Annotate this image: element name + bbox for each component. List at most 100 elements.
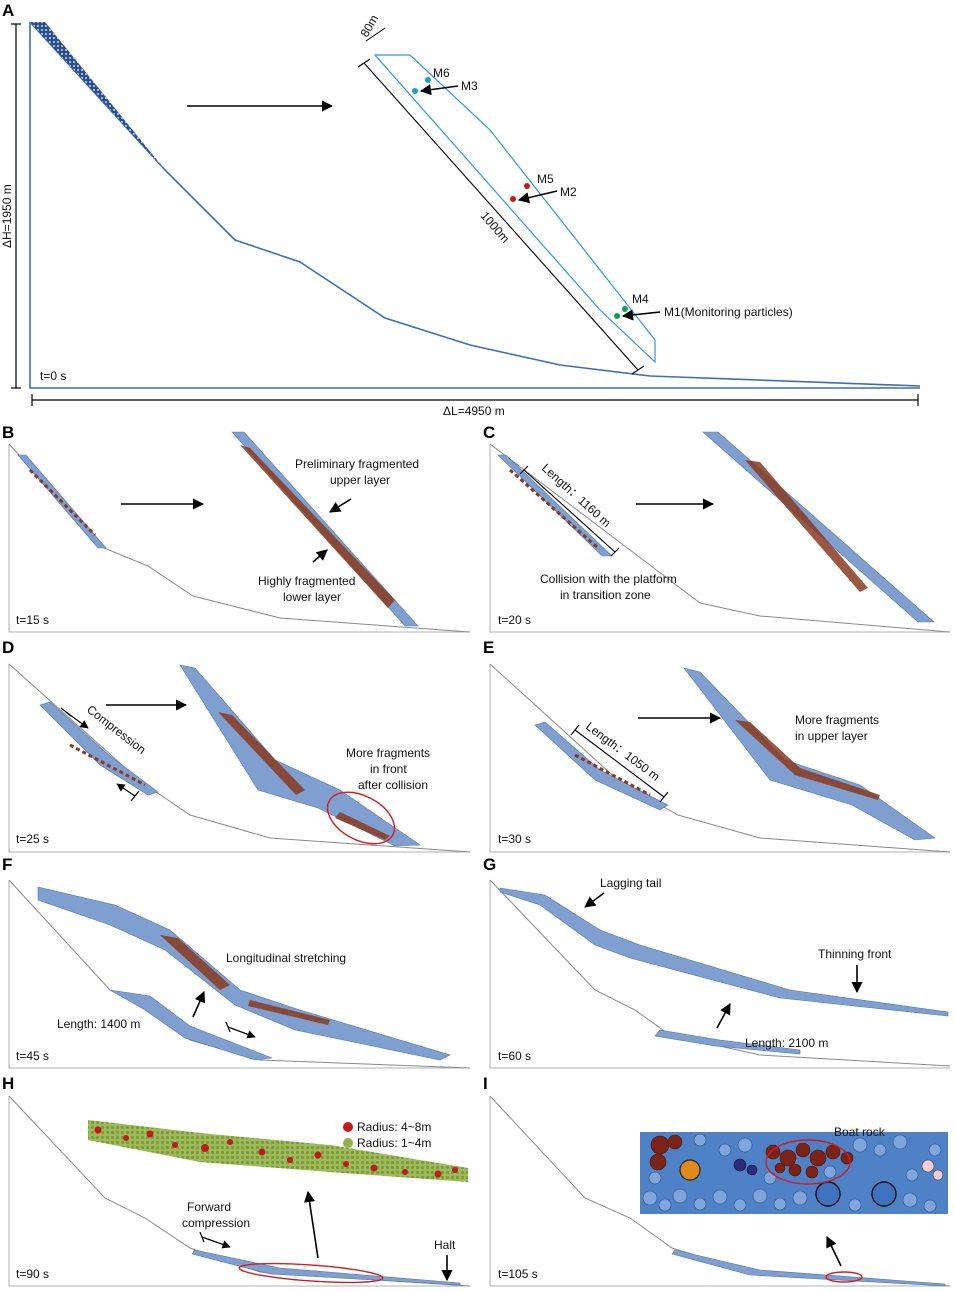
panel-a: A ΔH=1950 m ΔL=4950 m t=0 s 80m 1000m bbox=[0, 1, 921, 418]
boat-rock-cluster bbox=[649, 1134, 854, 1179]
panel-h: H Radius: 4~8m Radius: 1~4m Forward comp… bbox=[2, 1074, 471, 1287]
marker-m1 bbox=[614, 313, 620, 319]
label-m6: M6 bbox=[433, 66, 450, 80]
large-particles bbox=[94, 1126, 458, 1178]
time-label-d: t=25 s bbox=[16, 832, 49, 846]
upper-layer-label-2: upper layer bbox=[330, 473, 390, 487]
boat-rock-highlight bbox=[765, 1139, 851, 1185]
length-dim-e bbox=[574, 729, 665, 798]
landslide-mass-initial bbox=[30, 22, 165, 170]
time-label-e: t=30 s bbox=[498, 832, 531, 846]
landslide-mass-g bbox=[654, 1029, 801, 1055]
slope-profile-c bbox=[489, 443, 951, 633]
large-blue-particle-2 bbox=[871, 1181, 897, 1207]
particle-texture-i bbox=[642, 1133, 942, 1213]
panel-c: C Length：1160 m Collision with the platf… bbox=[483, 423, 951, 633]
lower-layer-label-1: Highly fragmented bbox=[258, 574, 355, 588]
panel-g: G Lagging tail Thinning front Length: 21… bbox=[483, 855, 951, 1069]
dl-label: ΔL=4950 m bbox=[443, 404, 505, 418]
collision-label-2: in transition zone bbox=[560, 588, 651, 602]
panel-d: D Compression More fragments in front af… bbox=[2, 638, 471, 853]
landslide-mass-f bbox=[109, 989, 273, 1061]
forward-label-2: compression bbox=[182, 1216, 250, 1230]
marker-m4 bbox=[622, 306, 628, 312]
panel-label-e: E bbox=[483, 638, 494, 657]
zoomed-mass-f bbox=[37, 886, 451, 1061]
panel-label-d: D bbox=[2, 638, 14, 657]
marker-m6 bbox=[425, 77, 431, 83]
panel-label-c: C bbox=[483, 423, 495, 442]
slope-profile-e bbox=[489, 663, 951, 853]
panel-label-a: A bbox=[2, 1, 14, 20]
zoomed-mass-d bbox=[179, 664, 421, 847]
legend-large-marker bbox=[343, 1122, 353, 1132]
zoomed-mass-g bbox=[499, 887, 949, 1017]
panel-label-i: I bbox=[483, 1074, 488, 1093]
length-label-c: Length：1160 m bbox=[539, 461, 614, 530]
length-dimension-label: 1000m bbox=[478, 209, 513, 246]
time-label-g: t=60 s bbox=[498, 1049, 531, 1063]
stretch-label: Longitudinal stretching bbox=[226, 951, 346, 965]
upper-fragments-label-1: More fragments bbox=[795, 713, 879, 727]
slope-profile-g bbox=[489, 879, 951, 1067]
panel-b: B Preliminary fragmented upper layer Hig… bbox=[2, 423, 471, 633]
legend-small-marker bbox=[343, 1138, 353, 1148]
front-label-2: in front bbox=[370, 762, 407, 776]
marker-m3 bbox=[412, 88, 418, 94]
landslide-mass-d bbox=[39, 701, 159, 796]
panel-label-g: G bbox=[483, 855, 496, 874]
boat-rock-location-marker bbox=[825, 1271, 863, 1283]
panel-e: E Length：1050 m More fragments in upper … bbox=[483, 638, 951, 853]
marker-m5 bbox=[524, 183, 530, 189]
front-label-g: Thinning front bbox=[818, 947, 892, 961]
dh-label: ΔH=1950 m bbox=[0, 184, 14, 248]
front-label-1: More fragments bbox=[346, 746, 430, 760]
time-label-a: t=0 s bbox=[40, 369, 66, 383]
halt-label: Halt bbox=[434, 1238, 456, 1252]
time-label-i: t=105 s bbox=[498, 1267, 538, 1281]
landslide-mass-i bbox=[671, 1249, 946, 1287]
landslide-mass-e bbox=[534, 721, 669, 811]
legend-small-label: Radius: 1~4m bbox=[357, 1136, 431, 1150]
zoomed-mass-c bbox=[702, 431, 935, 623]
collision-label-1: Collision with the platform bbox=[540, 572, 677, 586]
slope-profile-b bbox=[8, 443, 471, 633]
panel-label-h: H bbox=[2, 1074, 14, 1093]
large-blue-particle-1 bbox=[815, 1181, 841, 1207]
legend-large-label: Radius: 4~8m bbox=[357, 1120, 431, 1134]
panel-f: F Longitudinal stretching Length: 1400 m… bbox=[2, 855, 471, 1069]
deposit-highlight-h bbox=[238, 1262, 384, 1284]
length-dimension-line bbox=[363, 62, 639, 371]
tail-label: Lagging tail bbox=[600, 876, 661, 890]
time-label-c: t=20 s bbox=[498, 613, 531, 627]
upper-layer-label-1: Preliminary fragmented bbox=[295, 457, 419, 471]
slope-profile-d bbox=[8, 663, 471, 853]
orange-particle bbox=[679, 1159, 701, 1181]
label-m5: M5 bbox=[537, 172, 554, 186]
length-dim-c bbox=[523, 469, 616, 553]
zoomed-mass-e bbox=[683, 667, 936, 841]
length-label-f: Length: 1400 m bbox=[57, 1017, 140, 1031]
label-m4: M4 bbox=[632, 292, 649, 306]
length-label-g: Length: 2100 m bbox=[745, 1036, 828, 1050]
time-label-h: t=90 s bbox=[16, 1267, 49, 1281]
upper-fragments-label-2: in upper layer bbox=[795, 729, 868, 743]
boat-rock-label: Boat rock bbox=[834, 1125, 886, 1139]
panel-label-f: F bbox=[2, 855, 12, 874]
time-label-f: t=45 s bbox=[16, 1049, 49, 1063]
time-label-b: t=15 s bbox=[16, 613, 49, 627]
label-m1: M1(Monitoring particles) bbox=[664, 305, 793, 319]
front-label-3: after collision bbox=[358, 778, 428, 792]
lower-layer-label-2: lower layer bbox=[283, 590, 341, 604]
forward-label-1: Forward bbox=[187, 1200, 231, 1214]
label-m2: M2 bbox=[560, 185, 577, 199]
zoom-outline bbox=[373, 54, 656, 364]
front-highlight-d bbox=[326, 791, 396, 845]
panel-i: I Boat rock t=105 bbox=[483, 1074, 951, 1287]
width-dimension-label: 80m bbox=[357, 12, 381, 39]
panel-label-b: B bbox=[2, 423, 14, 442]
slope-profile-a bbox=[29, 21, 921, 389]
landslide-mass-h bbox=[191, 1249, 461, 1286]
label-m3: M3 bbox=[461, 79, 478, 93]
